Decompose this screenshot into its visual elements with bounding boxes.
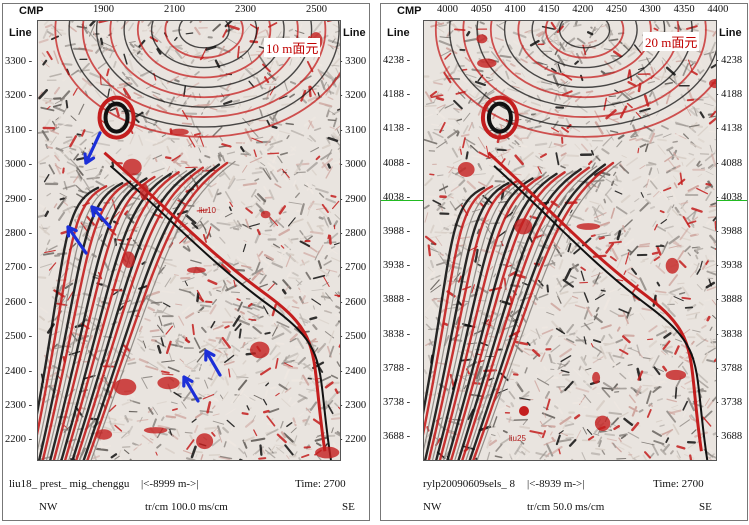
line-tick-label-right: - 2600 [339, 296, 367, 308]
line-tick-label-left: 3838 - [383, 328, 411, 340]
arrow-icon [204, 349, 222, 377]
line-tick-label-left: 2800 - [5, 228, 33, 239]
line-tick-label-left: 2500 - [5, 331, 33, 343]
cmp-tick-label: 2300 [235, 4, 256, 15]
line-tick-label-right: - 3838 [715, 328, 743, 340]
line-tick-label-right: - 4138 [715, 123, 743, 135]
line-tick-label-right: - 3000 [339, 159, 367, 171]
cmp-tick-label: 4050 [470, 4, 492, 15]
line-tick-label-right: - 2400 [339, 365, 367, 377]
well-annotation: liu25 [509, 434, 526, 443]
arrow-icon [66, 225, 88, 255]
well-marker [519, 406, 529, 416]
direction-right: SE [699, 501, 712, 513]
time-label: Time: 2700 [653, 478, 704, 490]
line-tick-label-right: - 2500 [339, 331, 367, 343]
line-axis-label-right: Line [343, 27, 366, 39]
seismic-section-right [423, 20, 717, 461]
line-tick-label-left: 4038 - [383, 191, 411, 203]
bin-size-label: 20 m面元 [643, 32, 700, 51]
line-tick-label-right: - 4038 [715, 191, 743, 203]
line-tick-label-right: - 3888 [715, 294, 743, 306]
line-tick-label-left: 4088 - [383, 157, 411, 169]
seismic-texture [38, 21, 340, 460]
dataset-name: rylp20090609sels_ 8 [423, 478, 515, 490]
line-tick-label-left: 3738 - [383, 397, 411, 408]
cmp-axis-label: CMP [19, 5, 44, 17]
line-tick-label-right: - 2800 [339, 228, 367, 239]
line-tick-label-left: 2900 - [5, 193, 33, 205]
cmp-tick-label: 4150 [538, 4, 560, 15]
distance-scale: |<-8999 m->| [141, 478, 199, 490]
direction-left: NW [423, 501, 442, 513]
horizon-marker-right [717, 200, 747, 201]
seismic-panel-left: CMP 1900 2100 2300 2500 Line Line 3300 - - 3… [2, 3, 370, 521]
cmp-tick-label: 2100 [164, 4, 185, 15]
distance-scale: |<-8939 m->| [527, 478, 585, 490]
line-tick-label-left: 2700 - [5, 262, 33, 274]
cmp-tick-label: 4300 [639, 4, 661, 15]
cmp-tick-label: 4100 [504, 4, 526, 15]
time-label: Time: 2700 [295, 478, 346, 490]
line-tick-label-left: 2300 - [5, 400, 33, 411]
cmp-tick-label: 4350 [673, 4, 695, 15]
horizon-marker-left [381, 200, 423, 201]
arrow-icon [182, 375, 200, 403]
line-tick-label-right: - 3988 [715, 226, 743, 237]
arrow-icon [83, 131, 102, 165]
line-tick-label-right: - 3200 [339, 90, 367, 102]
line-tick-label-right: - 4088 [715, 157, 743, 169]
line-tick-label-right: - 2300 [339, 400, 367, 411]
line-tick-label-left: 4238 - [383, 55, 411, 66]
line-tick-label-right: - 2200 [339, 434, 367, 446]
line-tick-label-right: - 3300 [339, 56, 367, 67]
line-tick-label-left: 3788 - [383, 362, 411, 374]
cmp-tick-label: 2500 [306, 4, 327, 15]
cmp-tick-label: 4000 [437, 4, 458, 15]
cmp-tick-label: 4200 [572, 4, 594, 15]
line-tick-label-right: - 4188 [715, 89, 743, 101]
line-tick-label-left: 3000 - [5, 159, 33, 171]
line-tick-label-left: 4188 - [383, 89, 411, 101]
cmp-axis-label: CMP [397, 5, 422, 17]
line-tick-label-right: - 3100 [339, 124, 367, 136]
line-tick-label-right: - 3738 [715, 397, 743, 408]
well-annotation: liu10 [199, 206, 216, 215]
seismic-section-left [37, 20, 341, 461]
cmp-tick-label: 4400 [707, 4, 729, 15]
seismic-texture [424, 21, 716, 460]
line-tick-label-right: - 4238 [715, 55, 743, 66]
line-tick-label-right: - 2900 [339, 193, 367, 205]
line-axis-label-right: Line [719, 27, 742, 39]
line-axis-label-left: Line [9, 27, 32, 39]
line-tick-label-right: - 2700 [339, 262, 367, 274]
cmp-tick-label: 4250 [606, 4, 627, 15]
line-tick-label-left: 3300 - [5, 56, 33, 67]
line-tick-label-left: 3100 - [5, 124, 33, 136]
line-tick-label-left: 3688 - [383, 431, 411, 443]
line-tick-label-right: - 3788 [715, 362, 743, 374]
line-tick-label-left: 3938 - [383, 260, 411, 272]
scale-label: tr/cm 50.0 ms/cm [527, 501, 605, 513]
arrow-icon [90, 205, 112, 229]
line-tick-label-right: - 3688 [715, 431, 743, 443]
direction-left: NW [39, 501, 58, 513]
line-tick-label-left: 3888 - [383, 294, 411, 306]
line-tick-label-right: - 3938 [715, 260, 743, 272]
line-tick-label-left: 3988 - [383, 226, 411, 237]
line-tick-label-left: 2600 - [5, 296, 33, 308]
line-tick-label-left: 3200 - [5, 90, 33, 102]
line-axis-label-left: Line [387, 27, 410, 39]
direction-right: SE [342, 501, 355, 513]
cmp-tick-label: 1900 [93, 4, 114, 15]
line-tick-label-left: 2200 - [5, 434, 33, 446]
line-tick-label-left: 2400 - [5, 365, 33, 377]
bin-size-label: 10 m面元 [264, 38, 321, 57]
scale-label: tr/cm 100.0 ms/cm [145, 501, 228, 513]
line-tick-label-left: 4138 - [383, 123, 411, 135]
dataset-name: liu18_ prest_ mig_chenggu [9, 478, 130, 490]
seismic-panel-right: CMP 4000 4050 4100 4150 4200 4250 4300 4350 4400… [380, 3, 748, 521]
